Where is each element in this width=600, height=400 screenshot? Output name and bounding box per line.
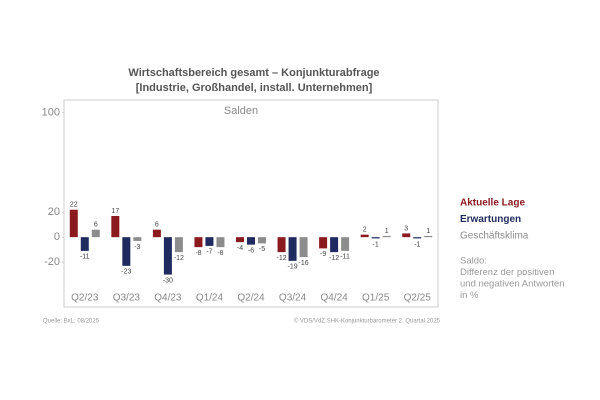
bar (216, 237, 225, 248)
value-label: -23 (121, 269, 131, 276)
bar (360, 234, 369, 238)
bar (277, 237, 286, 253)
bar (152, 229, 161, 238)
bar (288, 237, 297, 261)
value-label: -7 (206, 249, 212, 256)
value-label: 2 (363, 227, 367, 234)
value-label: -9 (320, 251, 326, 258)
value-label: -1 (414, 241, 420, 248)
bar (247, 237, 255, 245)
x-tick-label: Q3/24 (279, 293, 307, 304)
x-tick-label: Q3/23 (113, 293, 141, 304)
legend-label: Aktuelle Lage (460, 198, 525, 209)
bar (111, 215, 120, 238)
value-label: 22 (70, 202, 78, 209)
value-label: -12 (174, 255, 184, 262)
value-label: -12 (276, 255, 286, 262)
legend-label: Geschäftsklima (460, 231, 529, 242)
bar (236, 237, 244, 243)
value-label: 6 (94, 222, 98, 229)
value-label: -4 (237, 245, 243, 252)
bar (341, 237, 350, 251)
bar (80, 237, 89, 251)
bar (402, 233, 411, 238)
note: in % (460, 290, 479, 301)
value-label: 1 (426, 228, 430, 235)
bar (330, 237, 339, 253)
value-label: -11 (340, 254, 350, 261)
value-label: -12 (329, 255, 339, 262)
value-label: 17 (111, 208, 119, 215)
y-tick-label: 20 (48, 206, 60, 218)
bar (319, 237, 328, 249)
bar (133, 237, 142, 241)
x-tick-label: Q2/23 (71, 293, 99, 304)
value-label: 6 (155, 222, 159, 229)
x-tick-label: Q2/25 (404, 293, 432, 304)
bar (413, 237, 422, 239)
bar (69, 209, 78, 238)
note: Saldo: (460, 256, 487, 267)
bar (174, 237, 183, 253)
chart-title: [Industrie, Großhandel, install. Unterne… (136, 82, 373, 94)
value-label: -11 (80, 254, 90, 261)
value-label: -19 (287, 264, 297, 271)
value-label: -8 (195, 250, 201, 257)
copyright: © VDS/VdZ SHK-Konjunkturbarometer 2. Qua… (294, 318, 441, 325)
bar (371, 237, 380, 239)
value-label: -6 (248, 247, 254, 254)
x-tick-label: Q4/23 (154, 293, 182, 304)
y-tick-label: 0 (54, 231, 60, 243)
value-label: -30 (163, 277, 173, 284)
note: und negativen Antworten (460, 279, 565, 290)
value-label: 3 (404, 225, 408, 232)
plot-label: Salden (224, 105, 258, 117)
plot-frame (63, 99, 439, 308)
value-label: -3 (134, 244, 140, 251)
y-tick-label: 100 (42, 106, 60, 118)
value-label: -1 (373, 241, 379, 248)
value-label: -16 (298, 260, 308, 267)
value-label: 1 (385, 228, 389, 235)
bar (205, 237, 214, 246)
source: Quelle: BxL; 08/2025 (43, 319, 100, 325)
bar (91, 229, 100, 238)
bar (424, 235, 433, 238)
bar (163, 237, 172, 275)
bar (194, 237, 203, 248)
x-tick-label: Q4/24 (320, 293, 348, 304)
x-tick-label: Q1/24 (196, 293, 224, 304)
bar (299, 237, 308, 258)
bar (122, 237, 131, 266)
value-label: -8 (217, 250, 223, 257)
y-tick-label: -20 (44, 256, 60, 268)
x-tick-label: Q2/24 (237, 293, 265, 304)
chart-title: Wirtschaftsbereich gesamt – Konjunkturab… (128, 67, 379, 79)
note: Differenz der positiven (460, 267, 554, 278)
value-label: -5 (259, 246, 265, 253)
bar (382, 235, 391, 238)
bar (258, 237, 266, 244)
legend-label: Erwartungen (460, 214, 521, 225)
x-tick-label: Q1/25 (362, 293, 390, 304)
